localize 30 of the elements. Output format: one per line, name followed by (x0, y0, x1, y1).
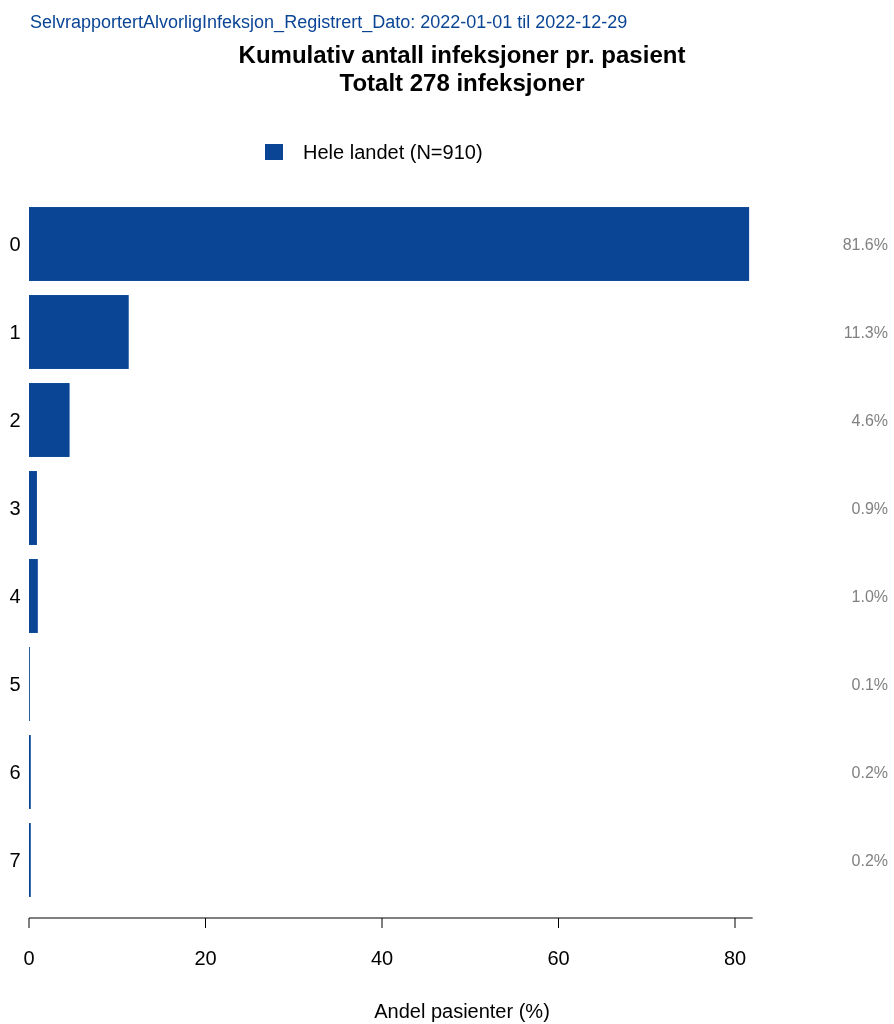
y-tick-label: 2 (9, 409, 21, 431)
x-tick-label: 40 (370, 947, 394, 969)
bar (29, 559, 38, 633)
bar (29, 207, 750, 281)
y-tick-label: 3 (9, 497, 21, 519)
y-tick-label: 6 (9, 761, 21, 783)
y-tick-label: 5 (9, 673, 21, 695)
chart-subtitle: SelvrapportertAlvorligInfeksjon_Registrert_Dato: 2022-01-01 til 2022-12-29 (30, 12, 628, 33)
data-label: 0.9% (851, 499, 888, 517)
x-tick-label: 20 (194, 947, 217, 969)
data-label: 0.2% (851, 763, 888, 781)
bar (29, 295, 129, 369)
data-label: 0.2% (851, 851, 888, 869)
y-tick-label: 1 (9, 321, 21, 343)
x-tick-label: 0 (23, 947, 35, 969)
bar (29, 471, 37, 545)
chart-title: Kumulativ antall infeksjoner pr. pasient Totalt 278 infeksjoner (238, 41, 686, 96)
legend-label: Hele landet (N=910) (303, 141, 483, 163)
data-label: 81.6% (842, 235, 888, 253)
data-label: 0.1% (851, 675, 888, 693)
data-label: 4.6% (851, 411, 888, 429)
y-tick-label: 7 (9, 849, 21, 871)
data-label: 11.3% (843, 323, 888, 341)
x-tick-label: 80 (723, 947, 747, 969)
x-axis-title: Andel pasienter (%) (374, 1000, 550, 1022)
y-tick-label: 4 (9, 585, 21, 607)
bar (29, 383, 70, 457)
x-tick-label: 60 (547, 947, 570, 969)
y-tick-label: 0 (9, 233, 21, 255)
data-label: 1.0% (851, 587, 888, 605)
